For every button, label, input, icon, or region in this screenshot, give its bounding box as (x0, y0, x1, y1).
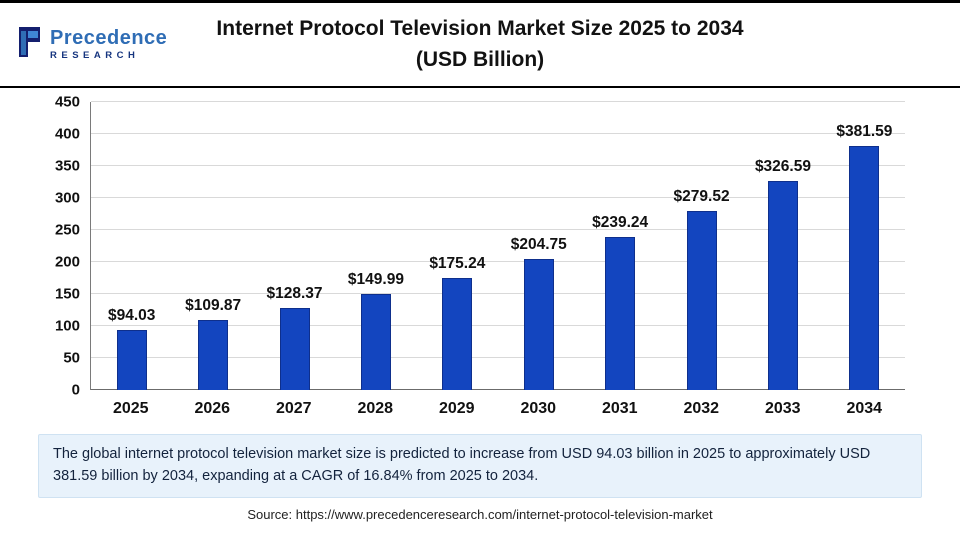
bar-column-2034: $381.59 (824, 102, 905, 390)
bar-chart: 0 50 100 150 200 250 300 350 400 450 $94.03 $109.8… (36, 94, 905, 399)
y-axis-tick-label: 300 (54, 189, 80, 207)
summary-note: The global internet protocol television … (38, 434, 922, 498)
y-axis-tick-label: 200 (54, 253, 80, 271)
gridline (91, 325, 905, 326)
x-axis-tick-label: 2029 (438, 400, 475, 417)
bar-value-label: $204.75 (510, 235, 567, 253)
bar-column-2030: $204.75 (498, 102, 579, 390)
bar-column-2033: $326.59 (742, 102, 823, 390)
x-axis-baseline (91, 388, 905, 390)
logo-icon (16, 26, 44, 63)
bar-value-label: $94.03 (107, 306, 156, 324)
bar-value-label: $326.59 (754, 157, 811, 175)
bar-column-2026: $109.87 (172, 102, 253, 390)
x-axis-tick-label: 2028 (357, 400, 394, 417)
bar-2030 (523, 258, 554, 390)
gridline (91, 261, 905, 262)
bar-value-label: $128.37 (266, 284, 323, 302)
y-axis: 0 50 100 150 200 250 300 350 400 450 (36, 94, 90, 399)
y-axis-tick-label: 100 (54, 317, 80, 335)
logo-brand-text: Precedence (50, 27, 168, 50)
bar-value-label: $381.59 (836, 122, 893, 140)
bar-2026 (198, 319, 229, 390)
plot-area: $94.03 $109.87 $128.37 $149.99 $175.24 $204.7… (90, 101, 905, 390)
gridline (91, 357, 905, 358)
bars-container: $94.03 $109.87 $128.37 $149.99 $175.24 $204.7… (91, 102, 905, 390)
header: Precedence RESEARCH Internet Protocol Te… (0, 0, 960, 88)
y-axis-tick-label: 250 (54, 221, 80, 239)
bar-column-2031: $239.24 (579, 102, 660, 390)
precedence-research-logo: Precedence RESEARCH (0, 26, 220, 63)
x-axis-tick-label: 2031 (601, 400, 638, 417)
x-axis-tick-label: 2030 (520, 400, 557, 417)
bar-2031 (605, 236, 636, 390)
gridline (91, 293, 905, 294)
bar-2027 (279, 307, 310, 390)
bar-column-2027: $128.37 (254, 102, 335, 390)
y-axis-tick-label: 400 (54, 125, 80, 143)
bar-2034 (849, 145, 880, 390)
x-axis-tick-label: 2033 (764, 400, 801, 417)
bar-2033 (767, 180, 798, 390)
bar-value-label: $239.24 (592, 213, 649, 231)
x-axis-tick-label: 2025 (112, 400, 149, 417)
y-axis-tick-label: 50 (63, 349, 80, 367)
bar-2029 (442, 277, 473, 390)
bar-value-label: $109.87 (185, 296, 242, 314)
gridline (91, 229, 905, 230)
bar-value-label: $175.24 (429, 254, 486, 272)
bar-2025 (116, 329, 147, 390)
gridline (91, 165, 905, 166)
x-axis-tick-label: 2026 (194, 400, 231, 417)
y-axis-tick-label: 150 (54, 285, 80, 303)
y-axis-tick-label: 0 (71, 381, 80, 399)
x-axis-tick-label: 2032 (683, 400, 720, 417)
chart-region: 0 50 100 150 200 250 300 350 400 450 $94.03 $109.8… (0, 88, 960, 418)
gridline (91, 101, 905, 102)
bar-value-label: $149.99 (347, 271, 404, 289)
bar-2032 (686, 211, 717, 390)
x-axis: 2025 2026 2027 2028 2029 2030 2031 2032 2033 2034 (90, 400, 905, 418)
x-axis-tick-label: 2027 (275, 400, 312, 417)
bar-column-2032: $279.52 (661, 102, 742, 390)
bar-column-2025: $94.03 (91, 102, 172, 390)
bar-column-2028: $149.99 (335, 102, 416, 390)
bar-2028 (360, 294, 391, 390)
y-axis-tick-label: 350 (54, 157, 80, 175)
bar-column-2029: $175.24 (417, 102, 498, 390)
x-axis-tick-label: 2034 (846, 400, 883, 417)
gridline (91, 133, 905, 134)
gridline (91, 197, 905, 198)
y-axis-tick-label: 450 (54, 93, 80, 111)
source-text: Source: https://www.precedenceresearch.c… (247, 506, 713, 522)
logo-sub-text: RESEARCH (50, 50, 140, 62)
bar-value-label: $279.52 (673, 188, 730, 206)
